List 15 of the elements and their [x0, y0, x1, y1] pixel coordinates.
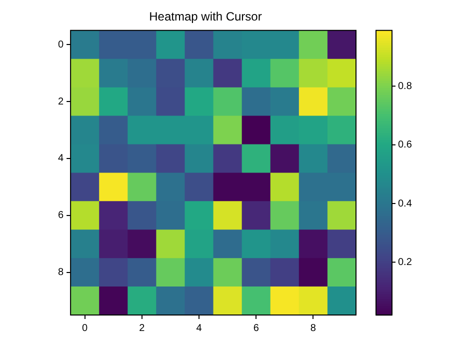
y-tick-label: 8 — [58, 267, 64, 278]
x-tick-label: 2 — [139, 322, 146, 334]
chart-title: Heatmap with Cursor — [149, 10, 262, 24]
x-tick-label: 6 — [253, 322, 260, 334]
x-tick-label: 8 — [310, 322, 316, 334]
color-bar-label: 0.6 — [398, 140, 412, 151]
color-bar-label: 0.8 — [398, 80, 412, 92]
y-tick-label: 2 — [58, 96, 64, 108]
y-tick-label: 6 — [58, 210, 64, 222]
color-bar-label: 0.2 — [398, 256, 412, 268]
y-tick-label: 4 — [58, 153, 64, 164]
x-tick-label: 4 — [196, 322, 202, 334]
color-bar-label: 0.4 — [398, 198, 412, 210]
x-tick-label: 0 — [82, 322, 88, 334]
y-tick-label: 0 — [58, 39, 64, 50]
